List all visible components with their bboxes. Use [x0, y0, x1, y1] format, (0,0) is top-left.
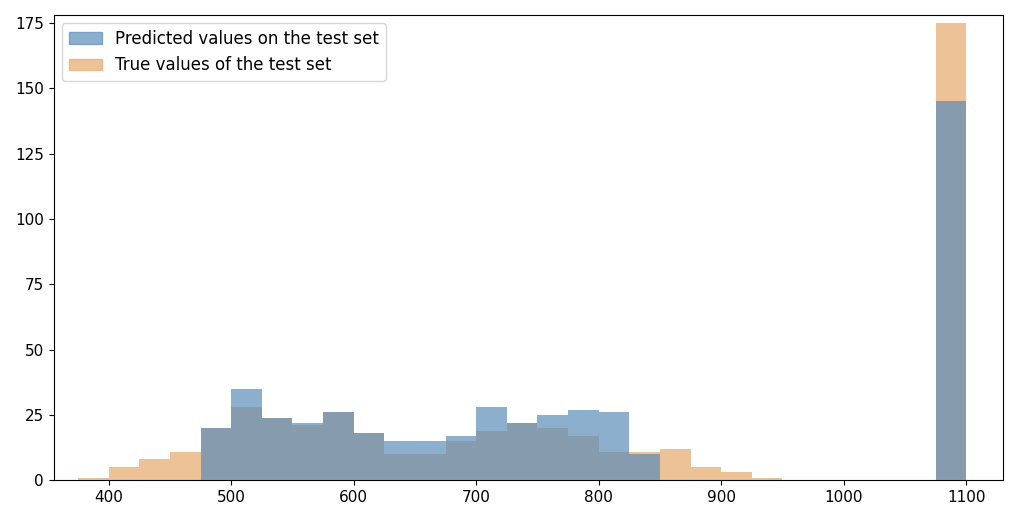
Bar: [568, 436, 599, 480]
Bar: [385, 454, 415, 480]
Bar: [538, 415, 568, 480]
Legend: Predicted values on the test set, True values of the test set: Predicted values on the test set, True v…: [62, 23, 386, 81]
Bar: [262, 418, 292, 480]
Bar: [78, 478, 109, 480]
Bar: [721, 473, 752, 480]
Bar: [476, 431, 507, 480]
Bar: [323, 412, 353, 480]
Bar: [936, 101, 966, 480]
Bar: [752, 478, 783, 480]
Bar: [568, 410, 599, 480]
Bar: [201, 428, 231, 480]
Bar: [599, 412, 629, 480]
Bar: [538, 428, 568, 480]
Bar: [599, 451, 629, 480]
Bar: [446, 441, 476, 480]
Bar: [476, 407, 507, 480]
Bar: [201, 428, 231, 480]
Bar: [415, 441, 446, 480]
Bar: [385, 441, 415, 480]
Bar: [936, 23, 966, 480]
Bar: [292, 423, 323, 480]
Bar: [170, 451, 201, 480]
Bar: [507, 423, 538, 480]
Bar: [292, 425, 323, 480]
Bar: [231, 407, 262, 480]
Bar: [690, 467, 721, 480]
Bar: [323, 412, 353, 480]
Bar: [353, 433, 385, 480]
Bar: [139, 459, 170, 480]
Bar: [446, 436, 476, 480]
Bar: [629, 454, 660, 480]
Bar: [415, 454, 446, 480]
Bar: [507, 423, 538, 480]
Bar: [109, 467, 139, 480]
Bar: [629, 451, 660, 480]
Bar: [660, 449, 690, 480]
Bar: [353, 433, 385, 480]
Bar: [231, 389, 262, 480]
Bar: [262, 418, 292, 480]
